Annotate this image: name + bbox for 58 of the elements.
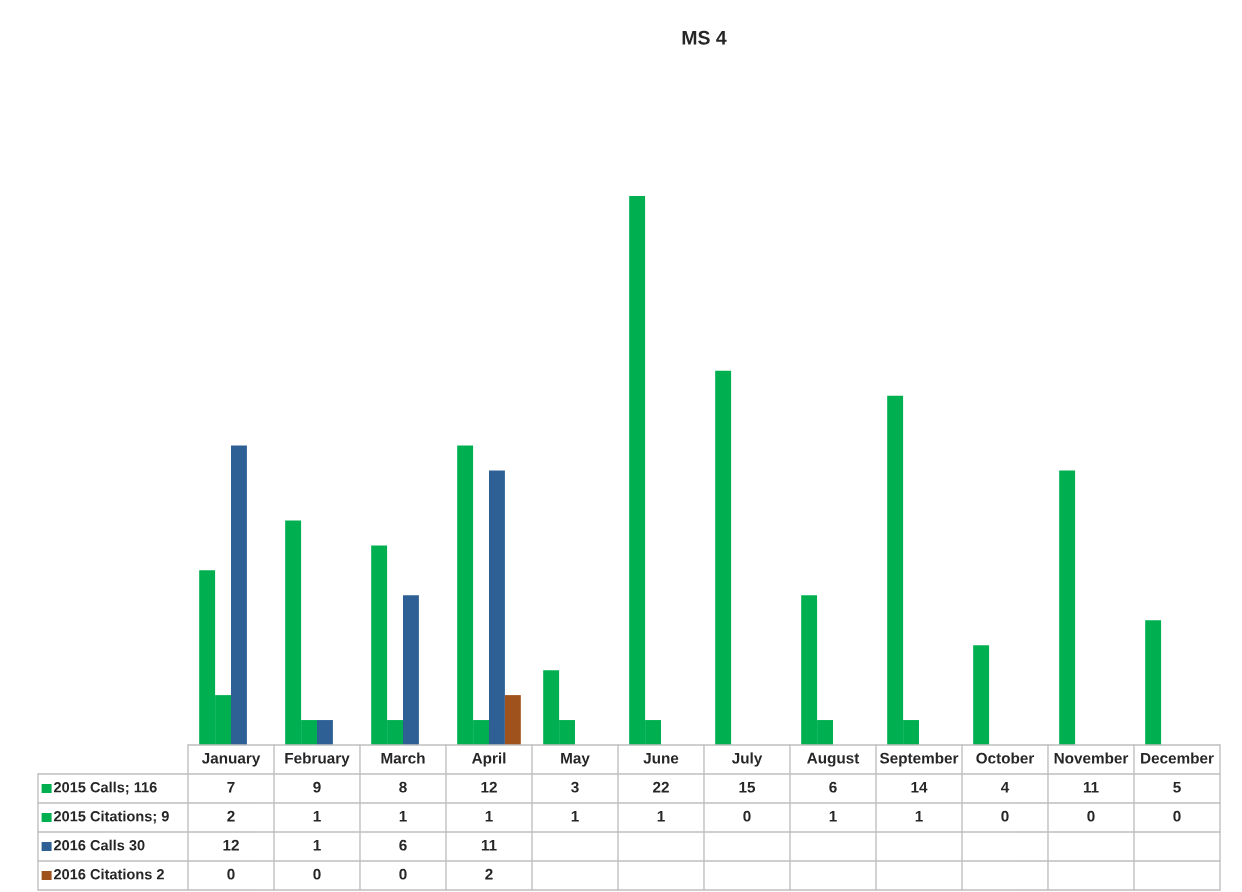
data-label: 4 xyxy=(1000,781,1010,793)
data-label: 1 xyxy=(313,810,321,822)
data-label: 1 xyxy=(485,810,493,822)
bar xyxy=(1059,470,1076,745)
legend-label: 2016 Citations 2 xyxy=(53,868,164,880)
bar xyxy=(973,645,990,745)
data-label: 0 xyxy=(1087,810,1095,822)
x-tick-label: August xyxy=(807,752,860,767)
x-tick-label: February xyxy=(285,752,350,767)
data-label: 0 xyxy=(227,868,235,880)
data-label: 22 xyxy=(653,781,669,793)
data-label: 15 xyxy=(739,781,756,793)
data-label: 6 xyxy=(829,781,837,793)
data-label: 1 xyxy=(399,810,407,822)
data-label: 3 xyxy=(571,781,579,793)
x-tick-label: October xyxy=(976,752,1035,764)
bar xyxy=(504,695,521,745)
data-label: 2 xyxy=(485,868,493,880)
data-label: 12 xyxy=(223,839,239,851)
bar xyxy=(489,470,505,745)
data-label: 0 xyxy=(399,868,407,880)
bar xyxy=(715,370,732,745)
legend-label: 2015 Citations; 9 xyxy=(53,810,169,824)
data-label: 1 xyxy=(313,839,321,851)
x-tick-label: June xyxy=(643,752,679,764)
x-tick-label: December xyxy=(1141,752,1214,764)
data-label: 0 xyxy=(313,868,321,880)
data-label: 2 xyxy=(227,810,235,822)
data-label: 11 xyxy=(1083,781,1099,793)
data-label: 7 xyxy=(227,781,235,793)
x-tick-label: November xyxy=(1054,752,1129,764)
data-label: 12 xyxy=(481,781,497,793)
data-label: 9 xyxy=(313,781,321,793)
chart-title: MS 4 xyxy=(682,30,727,45)
legend-label: 2016 Calls 30 xyxy=(53,839,145,851)
data-label: 8 xyxy=(399,781,407,793)
data-label: 0 xyxy=(743,810,751,822)
bar xyxy=(231,445,247,745)
data-label: 5 xyxy=(1173,781,1181,793)
x-tick-label: September xyxy=(879,752,959,767)
bar xyxy=(1145,620,1162,745)
data-label: 11 xyxy=(481,839,497,851)
data-label: 6 xyxy=(399,839,407,851)
data-label: 1 xyxy=(915,810,923,822)
data-label: 0 xyxy=(1001,810,1009,822)
bar xyxy=(317,720,333,745)
data-label: 14 xyxy=(911,781,928,793)
data-label: 1 xyxy=(571,810,579,822)
data-label: 1 xyxy=(829,810,837,822)
x-tick-label: January xyxy=(201,752,261,767)
x-tick-label: May xyxy=(561,752,590,767)
bar xyxy=(403,595,419,745)
legend-label: 2015 Calls; 116 xyxy=(53,781,157,795)
data-label: 0 xyxy=(1173,810,1181,822)
x-tick-label: March xyxy=(381,752,425,764)
x-tick-label: July xyxy=(731,752,763,767)
data-label: 1 xyxy=(657,810,665,822)
x-tick-label: April xyxy=(471,752,506,767)
